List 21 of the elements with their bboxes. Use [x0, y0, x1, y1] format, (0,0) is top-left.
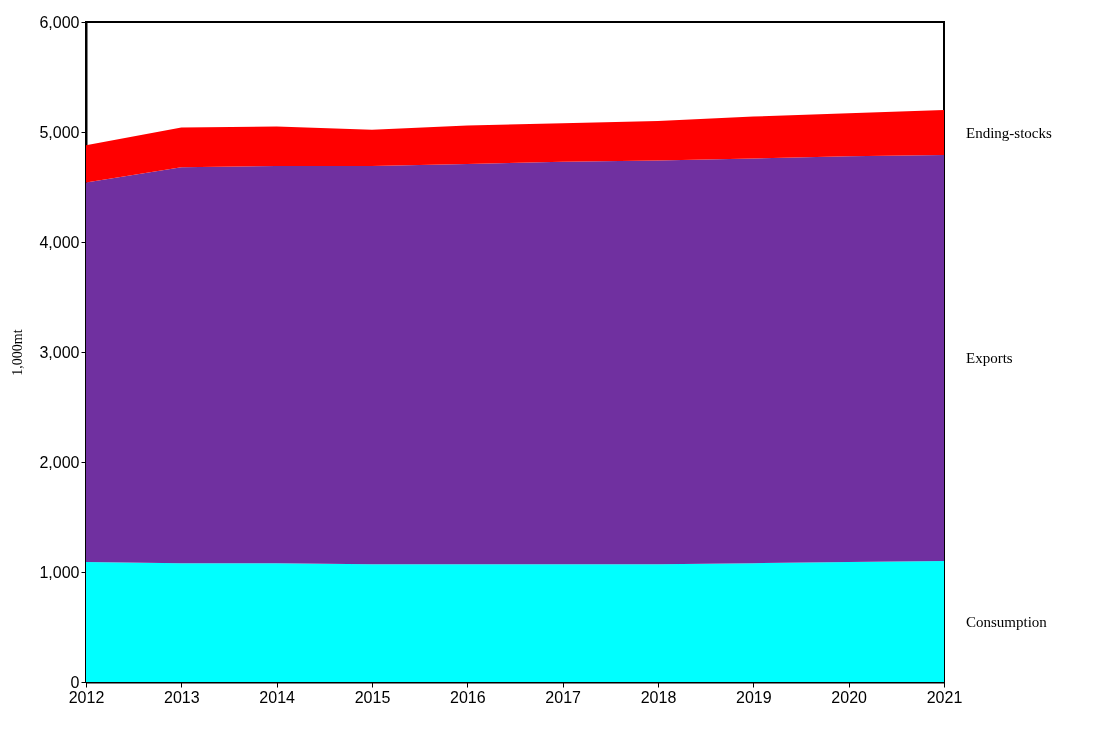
x-tick-label: 2012	[68, 688, 105, 706]
y-tick-label: 5,000	[39, 123, 80, 141]
x-tick-label: 2021	[926, 688, 963, 706]
x-tick-label: 2018	[640, 688, 677, 706]
x-tick-label: 2020	[831, 688, 868, 706]
x-tick-label: 2016	[450, 688, 486, 706]
x-tick-label: 2019	[736, 688, 772, 706]
series-label: Exports	[966, 350, 1013, 367]
y-tick-label: 1,000	[39, 563, 80, 581]
x-tick-label: 2017	[545, 688, 582, 706]
y-axis-title: 1,000mt	[10, 329, 26, 376]
y-tick-label: 2,000	[39, 453, 80, 471]
x-tick-label: 2013	[164, 688, 200, 706]
series-label: Ending-stocks	[966, 124, 1052, 141]
y-tick-label: 0	[70, 673, 80, 691]
x-tick-label: 2015	[354, 688, 391, 706]
x-tick-label: 2014	[259, 688, 296, 706]
y-tick-label: 3,000	[39, 343, 80, 361]
y-tick-label: 6,000	[39, 13, 80, 31]
series-label: Consumption	[966, 613, 1048, 630]
y-tick-label: 4,000	[39, 233, 80, 251]
